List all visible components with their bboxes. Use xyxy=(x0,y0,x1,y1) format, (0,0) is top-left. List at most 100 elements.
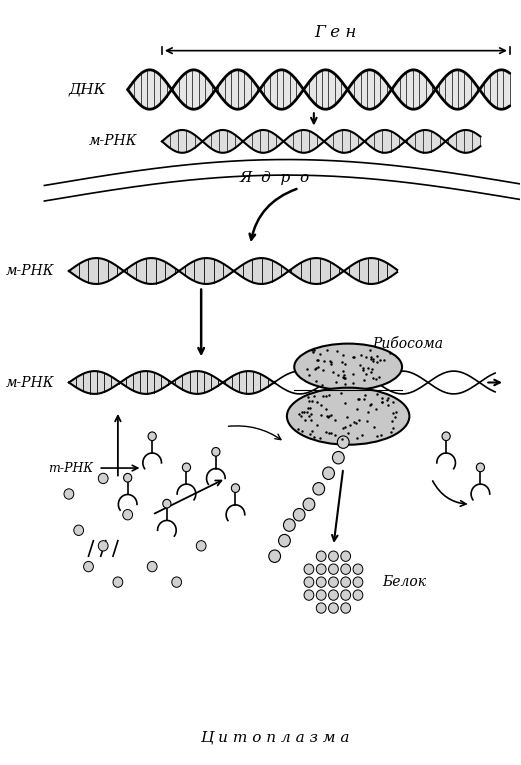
Polygon shape xyxy=(363,140,364,143)
Polygon shape xyxy=(351,84,352,95)
Polygon shape xyxy=(450,72,451,107)
Polygon shape xyxy=(487,79,488,100)
Polygon shape xyxy=(270,75,271,104)
Polygon shape xyxy=(330,262,331,280)
Polygon shape xyxy=(397,135,398,148)
Circle shape xyxy=(148,432,156,441)
Circle shape xyxy=(316,564,326,575)
Polygon shape xyxy=(232,133,233,150)
Polygon shape xyxy=(409,138,410,145)
Polygon shape xyxy=(261,86,262,93)
Polygon shape xyxy=(311,259,312,284)
Polygon shape xyxy=(357,76,358,103)
Polygon shape xyxy=(169,135,170,148)
Polygon shape xyxy=(175,268,176,274)
Polygon shape xyxy=(432,86,433,93)
Polygon shape xyxy=(406,139,407,143)
Polygon shape xyxy=(439,84,440,96)
Polygon shape xyxy=(273,133,274,150)
Polygon shape xyxy=(164,262,165,281)
Polygon shape xyxy=(371,135,372,148)
Polygon shape xyxy=(307,131,308,152)
Polygon shape xyxy=(389,265,390,278)
Polygon shape xyxy=(334,73,335,106)
Polygon shape xyxy=(467,130,468,153)
Polygon shape xyxy=(494,72,495,107)
Polygon shape xyxy=(440,82,441,97)
Polygon shape xyxy=(274,134,275,149)
Polygon shape xyxy=(137,76,138,103)
Polygon shape xyxy=(289,270,290,272)
Polygon shape xyxy=(346,269,347,274)
Polygon shape xyxy=(159,259,160,282)
Polygon shape xyxy=(253,133,254,150)
Polygon shape xyxy=(180,130,181,153)
Polygon shape xyxy=(174,85,175,94)
Polygon shape xyxy=(237,136,238,146)
Polygon shape xyxy=(248,136,249,146)
Polygon shape xyxy=(433,132,434,151)
Polygon shape xyxy=(169,265,170,278)
Polygon shape xyxy=(502,70,503,109)
Polygon shape xyxy=(255,83,256,96)
Polygon shape xyxy=(209,81,210,98)
Polygon shape xyxy=(250,77,251,102)
Polygon shape xyxy=(416,70,417,109)
Polygon shape xyxy=(300,263,301,279)
Polygon shape xyxy=(237,268,238,274)
Polygon shape xyxy=(356,135,357,148)
Polygon shape xyxy=(94,258,95,284)
Polygon shape xyxy=(132,83,133,96)
Polygon shape xyxy=(257,259,258,284)
Polygon shape xyxy=(194,135,195,148)
Polygon shape xyxy=(93,258,94,284)
Polygon shape xyxy=(248,75,249,104)
Polygon shape xyxy=(130,85,131,94)
Polygon shape xyxy=(282,266,283,276)
Polygon shape xyxy=(90,259,91,283)
Polygon shape xyxy=(392,87,393,92)
Polygon shape xyxy=(350,85,351,94)
Polygon shape xyxy=(188,71,189,108)
Circle shape xyxy=(98,541,108,551)
Polygon shape xyxy=(327,70,328,109)
Polygon shape xyxy=(183,267,184,275)
Polygon shape xyxy=(475,84,476,96)
Polygon shape xyxy=(376,259,377,284)
Polygon shape xyxy=(393,132,394,151)
Polygon shape xyxy=(124,270,125,272)
Polygon shape xyxy=(199,259,200,283)
Polygon shape xyxy=(468,76,469,103)
Polygon shape xyxy=(436,88,437,91)
Polygon shape xyxy=(378,131,379,151)
Polygon shape xyxy=(314,76,315,103)
Polygon shape xyxy=(220,83,221,96)
Polygon shape xyxy=(272,73,273,106)
Polygon shape xyxy=(423,74,424,105)
Polygon shape xyxy=(92,259,93,284)
Polygon shape xyxy=(490,76,491,104)
Polygon shape xyxy=(346,88,347,91)
Polygon shape xyxy=(246,73,247,106)
Circle shape xyxy=(341,603,351,614)
Polygon shape xyxy=(300,84,301,95)
Polygon shape xyxy=(338,131,339,151)
Polygon shape xyxy=(367,138,368,145)
Polygon shape xyxy=(162,260,163,282)
Polygon shape xyxy=(278,137,279,146)
Polygon shape xyxy=(427,130,428,153)
Polygon shape xyxy=(434,132,435,151)
Polygon shape xyxy=(246,262,247,280)
Polygon shape xyxy=(312,77,313,102)
Circle shape xyxy=(182,463,191,472)
Polygon shape xyxy=(281,70,282,109)
Circle shape xyxy=(316,551,326,562)
Polygon shape xyxy=(286,70,287,109)
Circle shape xyxy=(304,564,314,575)
Polygon shape xyxy=(206,138,207,145)
Polygon shape xyxy=(352,132,353,151)
Polygon shape xyxy=(111,262,113,279)
Polygon shape xyxy=(396,134,397,148)
Polygon shape xyxy=(357,135,358,148)
Polygon shape xyxy=(231,72,232,108)
